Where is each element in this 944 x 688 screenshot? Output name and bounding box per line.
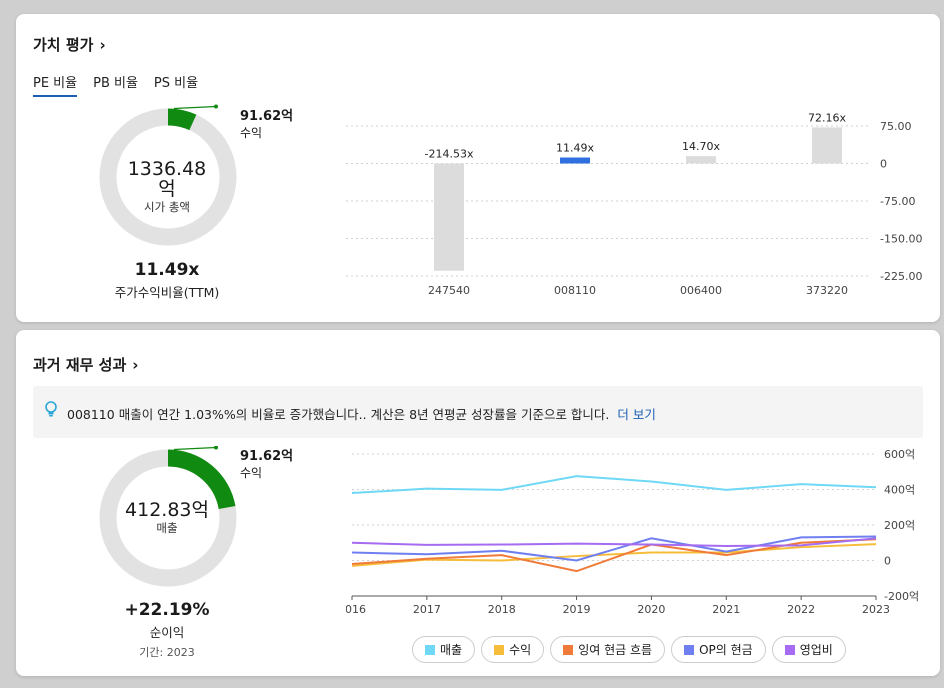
y-tick-label: -225.00 (880, 270, 922, 283)
valuation-card: 가치 평가 › PE 비율 PB 비율 PS 비율 1336.48 억 시가 총액… (16, 14, 940, 322)
legend-item[interactable]: OP의 현금 (671, 636, 766, 663)
tab-pe-ratio[interactable]: PE 비율 (33, 72, 78, 97)
series-line (351, 475, 877, 495)
bar (560, 157, 590, 164)
tab-ps-ratio[interactable]: PS 비율 (153, 76, 199, 91)
tab-pb-ratio[interactable]: PB 비율 (93, 76, 138, 91)
earnings-value: 91.62억 (240, 449, 294, 464)
donut-leader-line (173, 446, 217, 451)
legend-label: OP의 현금 (699, 643, 753, 657)
donut-leader-dot (214, 446, 218, 450)
chart-legend: 매출 수익 잉여 현금 흐름 OP의 현금 영업비 (412, 636, 846, 663)
y-tick-label: 75.00 (880, 120, 912, 133)
bar (812, 127, 842, 164)
valuation-title: 가치 평가 (33, 36, 94, 54)
pe-ratio-value: 11.49x (134, 260, 200, 280)
market-cap-value: 1336.48 (127, 158, 207, 180)
y-tick-label: 400억 (884, 484, 915, 497)
market-cap-center: 1336.48 억 시가 총액 (97, 159, 237, 215)
x-tick-label: 2021 (712, 603, 740, 616)
pe-ratio-label: 주가수익비율(TTM) (114, 285, 220, 300)
legend-item[interactable]: 매출 (412, 636, 476, 663)
legend-swatch (563, 644, 574, 655)
insight-text-row: 008110 매출이 연간 1.03%%의 비율로 증가했습니다.. 계산은 8… (67, 404, 656, 423)
y-tick-label: 600억 (884, 448, 915, 461)
earnings-annotation: 91.62억 수익 (240, 448, 293, 481)
market-cap-donut (99, 104, 237, 246)
insight-text: 008110 매출이 연간 1.03%%의 비율로 증가했습니다.. 계산은 8… (67, 407, 610, 422)
legend-swatch (684, 644, 695, 655)
donut-fill-segment (167, 108, 197, 131)
y-tick-label: 0 (884, 555, 891, 568)
x-tick-label: 2018 (488, 603, 516, 616)
performance-title-link[interactable]: 과거 재무 성과 › (33, 354, 138, 375)
series-line (351, 537, 877, 547)
performance-card: 과거 재무 성과 › 008110 매출이 연간 1.03%%의 비율로 증가했습… (16, 330, 940, 676)
y-tick-label: -75.00 (880, 195, 915, 208)
growth-block: +22.19% 순이익 기간: 2023 (67, 600, 267, 660)
donut-leader-line (173, 105, 217, 110)
earnings-label: 수익 (240, 466, 263, 480)
legend-label: 영업비 (799, 643, 833, 657)
legend-label: 수익 (509, 643, 532, 657)
legend-swatch (425, 644, 435, 655)
donut-leader-dot (214, 104, 218, 109)
legend-item[interactable]: 영업비 (771, 636, 846, 663)
revenue-center: 412.83억 매출 (97, 500, 237, 536)
series-line (351, 543, 877, 567)
series-line (351, 535, 877, 562)
earnings-annotation: 91.62억 수익 (240, 108, 293, 141)
x-tick-label: 2022 (787, 603, 815, 616)
x-tick-label: 373220 (806, 284, 848, 297)
x-tick-label: 2020 (637, 603, 665, 616)
market-cap-unit: 억 (158, 178, 176, 200)
chevron-right-icon: › (132, 356, 139, 374)
bar-data-label: -214.53x (425, 148, 474, 161)
x-tick-label: 2016 (346, 603, 366, 616)
performance-title: 과거 재무 성과 (33, 356, 127, 374)
revenue-value: 412.83억 (125, 499, 209, 521)
growth-value: +22.19% (124, 600, 210, 620)
pe-ratio-block: 11.49x 주가수익비율(TTM) (67, 260, 267, 301)
see-more-link[interactable]: 더 보기 (617, 407, 656, 422)
x-tick-label: 008110 (554, 284, 596, 297)
legend-swatch (494, 644, 505, 655)
growth-label: 순이익 (149, 625, 185, 640)
lightbulb-icon (43, 400, 59, 421)
x-tick-label: 006400 (680, 284, 722, 297)
ratio-tabs: PE 비율 PB 비율 PS 비율 (33, 72, 198, 97)
earnings-label: 수익 (240, 126, 263, 140)
chevron-right-icon: › (99, 36, 106, 54)
peer-pe-bar-chart: 75.00 0 -75.00 -150.00 -225.00 -214.53x 247540… (346, 111, 922, 297)
legend-item[interactable]: 수익 (481, 636, 545, 663)
legend-label: 잉여 현금 흐름 (578, 643, 653, 657)
earnings-value: 91.62억 (240, 109, 294, 124)
market-cap-label: 시가 총액 (144, 200, 190, 214)
legend-item[interactable]: 잉여 현금 흐름 (550, 636, 666, 663)
legend-label: 매출 (440, 643, 463, 657)
period-label: 기간: 2023 (139, 646, 195, 659)
y-tick-label: -200억 (884, 590, 919, 603)
y-tick-label: 200억 (884, 519, 915, 532)
bar-data-label: 11.49x (556, 142, 594, 155)
valuation-title-link[interactable]: 가치 평가 › (33, 34, 106, 55)
x-tick-label: 2023 (862, 603, 890, 616)
bar (686, 156, 716, 164)
y-tick-label: -150.00 (880, 233, 922, 246)
insight-banner: 008110 매출이 연간 1.03%%의 비율로 증가했습니다.. 계산은 8… (33, 386, 923, 438)
donut-fill-segment (167, 449, 236, 510)
x-tick-label: 2017 (413, 603, 441, 616)
x-tick-label: 2019 (563, 603, 591, 616)
legend-swatch (784, 644, 795, 655)
bar-data-label: 72.16x (808, 111, 846, 124)
y-tick-label: 0 (880, 158, 887, 171)
revenue-label: 매출 (156, 521, 178, 535)
x-tick-label: 247540 (428, 284, 470, 297)
bar (434, 163, 464, 271)
bar-data-label: 14.70x (682, 140, 720, 153)
revenue-donut (99, 446, 237, 587)
financials-line-chart: 600억 400억 200억 0 -200억 2016 2017 2018 2019 2020 20… (346, 448, 919, 616)
